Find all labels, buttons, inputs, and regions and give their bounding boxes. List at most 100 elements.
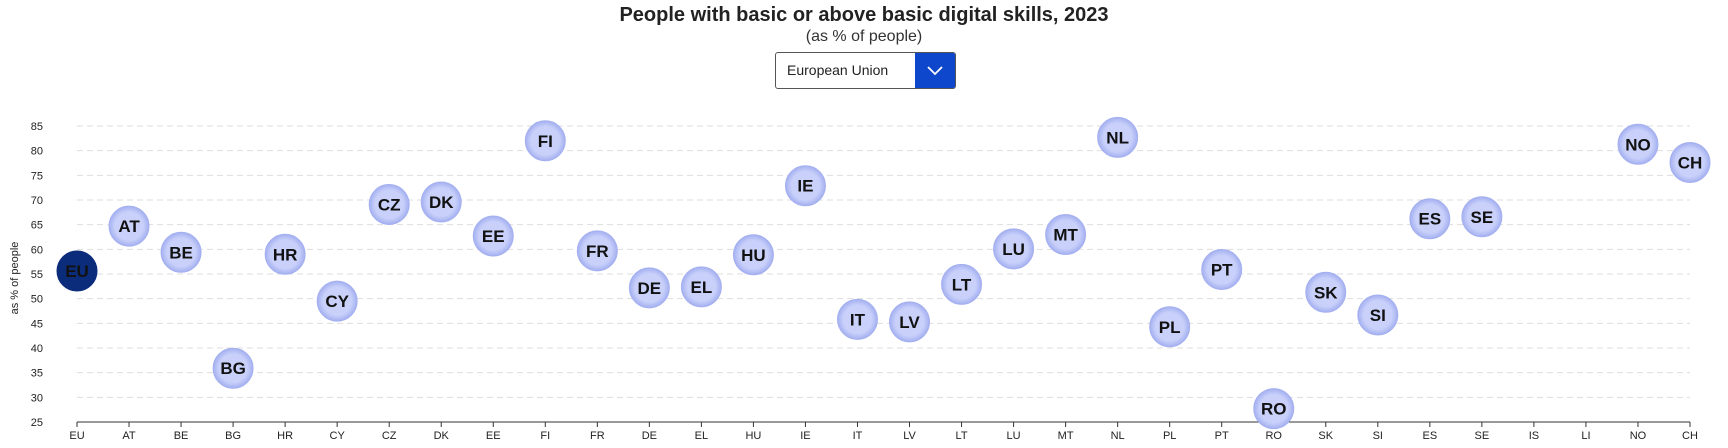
x-tick-label-mt: MT bbox=[1058, 430, 1074, 442]
data-label-eu: EU bbox=[65, 262, 89, 281]
data-point-at bbox=[108, 205, 150, 247]
data-label-pl: PL bbox=[1159, 318, 1181, 337]
x-tick-label-de: DE bbox=[642, 430, 657, 442]
data-point-se bbox=[1461, 196, 1503, 238]
y-tick-label: 75 bbox=[31, 170, 43, 182]
data-point-lt bbox=[941, 263, 983, 305]
data-point-dk bbox=[420, 181, 462, 223]
data-point-de bbox=[628, 267, 670, 309]
x-tick-label-ro: RO bbox=[1265, 430, 1282, 442]
data-point-hu bbox=[732, 234, 774, 276]
y-tick-label: 65 bbox=[31, 220, 43, 232]
data-label-es: ES bbox=[1418, 210, 1441, 229]
y-axis-label: as % of people bbox=[9, 242, 21, 315]
x-tick-label-cz: CZ bbox=[382, 430, 397, 442]
data-point-cy bbox=[316, 280, 358, 322]
data-point-si bbox=[1357, 294, 1399, 336]
x-tick-label-no: NO bbox=[1630, 430, 1647, 442]
x-tick-label-it: IT bbox=[853, 430, 863, 442]
data-label-it: IT bbox=[850, 310, 866, 329]
data-label-hr: HR bbox=[273, 245, 298, 264]
data-point-eu bbox=[56, 250, 98, 292]
data-label-pt: PT bbox=[1211, 261, 1233, 280]
data-label-no: NO bbox=[1625, 135, 1651, 154]
x-tick-label-hr: HR bbox=[277, 430, 293, 442]
chart-title: People with basic or above basic digital… bbox=[619, 4, 1109, 26]
x-tick-label-se: SE bbox=[1475, 430, 1490, 442]
x-tick-label-es: ES bbox=[1422, 430, 1437, 442]
data-point-ee bbox=[472, 215, 514, 257]
x-tick-label-nl: NL bbox=[1111, 430, 1125, 442]
data-point-it bbox=[836, 298, 878, 340]
data-point-be bbox=[160, 231, 202, 273]
data-point-mt bbox=[1045, 214, 1087, 256]
data-label-lt: LT bbox=[952, 275, 972, 294]
data-label-cy: CY bbox=[325, 292, 349, 311]
chevron-down-icon bbox=[927, 65, 943, 75]
data-label-el: EL bbox=[691, 278, 713, 297]
data-label-ro: RO bbox=[1261, 400, 1287, 419]
data-point-no bbox=[1617, 123, 1659, 165]
x-tick-label-lu: LU bbox=[1007, 430, 1021, 442]
data-point-fi bbox=[524, 120, 566, 162]
x-tick-label-lt: LT bbox=[956, 430, 968, 442]
x-tick-label-dk: DK bbox=[434, 430, 450, 442]
data-point-lv bbox=[889, 301, 931, 343]
data-label-se: SE bbox=[1471, 208, 1494, 227]
x-tick-label-pl: PL bbox=[1163, 430, 1176, 442]
data-point-ro bbox=[1253, 388, 1295, 430]
data-label-de: DE bbox=[638, 279, 662, 298]
data-label-nl: NL bbox=[1106, 128, 1129, 147]
y-tick-label: 50 bbox=[31, 294, 43, 306]
x-tick-label-li: LI bbox=[1581, 430, 1590, 442]
x-tick-label-cy: CY bbox=[330, 430, 346, 442]
x-tick-label-lv: LV bbox=[903, 430, 916, 442]
data-label-sk: SK bbox=[1314, 283, 1338, 302]
y-tick-label: 80 bbox=[31, 146, 43, 158]
data-label-ee: EE bbox=[482, 227, 505, 246]
data-point-lu bbox=[993, 228, 1035, 270]
data-label-fr: FR bbox=[586, 242, 609, 261]
data-label-dk: DK bbox=[429, 193, 454, 212]
x-tick-label-eu: EU bbox=[69, 430, 84, 442]
x-tick-label-is: IS bbox=[1529, 430, 1539, 442]
data-label-si: SI bbox=[1370, 306, 1386, 325]
data-point-hr bbox=[264, 233, 306, 275]
x-tick-label-ee: EE bbox=[486, 430, 501, 442]
dropdown-toggle-button[interactable] bbox=[915, 53, 955, 88]
data-point-fr bbox=[576, 230, 618, 272]
data-label-bg: BG bbox=[220, 359, 246, 378]
data-point-el bbox=[680, 266, 722, 308]
data-point-sk bbox=[1305, 271, 1347, 313]
y-tick-label: 85 bbox=[31, 121, 43, 133]
x-tick-label-sk: SK bbox=[1318, 430, 1333, 442]
x-tick-label-bg: BG bbox=[225, 430, 241, 442]
y-tick-label: 45 bbox=[31, 318, 43, 330]
x-tick-label-be: BE bbox=[174, 430, 189, 442]
y-tick-label: 25 bbox=[31, 417, 43, 429]
data-point-bg bbox=[212, 347, 254, 389]
data-label-at: AT bbox=[118, 217, 140, 236]
data-label-hu: HU bbox=[741, 246, 766, 265]
x-tick-label-at: AT bbox=[122, 430, 136, 442]
x-tick-label-fr: FR bbox=[590, 430, 605, 442]
y-tick-label: 30 bbox=[31, 392, 43, 404]
data-label-lv: LV bbox=[899, 313, 920, 332]
data-label-be: BE bbox=[169, 243, 193, 262]
country-selector-dropdown[interactable]: European Union bbox=[775, 52, 956, 89]
data-point-pl bbox=[1149, 306, 1191, 348]
x-tick-label-pt: PT bbox=[1215, 430, 1229, 442]
data-point-ie bbox=[784, 165, 826, 207]
y-tick-label: 40 bbox=[31, 343, 43, 355]
x-tick-label-el: EL bbox=[695, 430, 708, 442]
data-label-fi: FI bbox=[538, 132, 553, 151]
y-tick-label: 70 bbox=[31, 195, 43, 207]
data-point-nl bbox=[1097, 116, 1139, 158]
x-tick-label-ch: CH bbox=[1682, 430, 1698, 442]
x-tick-label-ie: IE bbox=[800, 430, 810, 442]
y-tick-label: 55 bbox=[31, 269, 43, 281]
data-label-cz: CZ bbox=[378, 195, 401, 214]
data-point-pt bbox=[1201, 249, 1243, 291]
y-tick-label: 35 bbox=[31, 368, 43, 380]
